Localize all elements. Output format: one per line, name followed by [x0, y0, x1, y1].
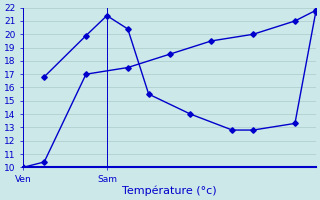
- X-axis label: Température (°c): Température (°c): [122, 185, 217, 196]
